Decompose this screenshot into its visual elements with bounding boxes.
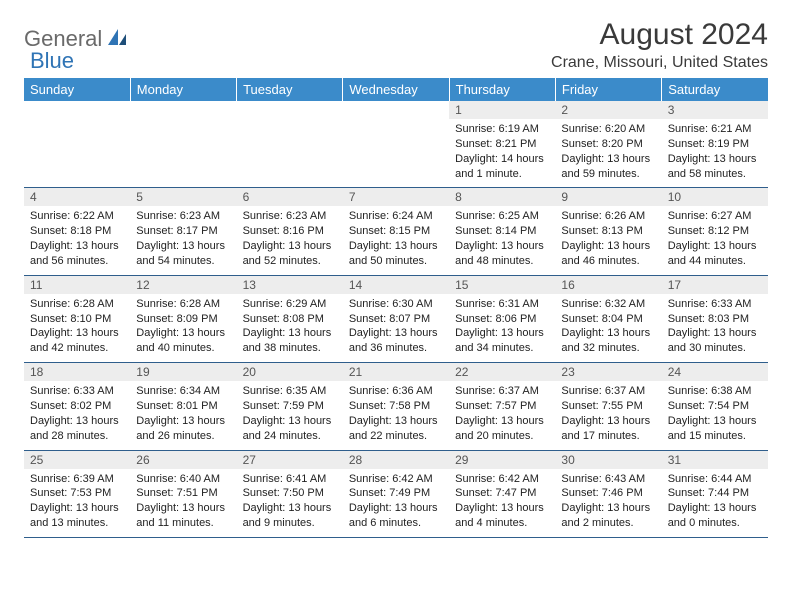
day-cell: Sunrise: 6:19 AMSunset: 8:21 PMDaylight:… [449,119,555,188]
day-number: 16 [555,275,661,294]
day-number: 24 [662,363,768,382]
day-number: 14 [343,275,449,294]
day-cell: Sunrise: 6:37 AMSunset: 7:57 PMDaylight:… [449,381,555,450]
day-number: 18 [24,363,130,382]
day-cell: Sunrise: 6:29 AMSunset: 8:08 PMDaylight:… [237,294,343,363]
calendar-table: SundayMondayTuesdayWednesdayThursdayFrid… [24,78,768,538]
logo-text-blue: Blue [30,48,74,74]
location: Crane, Missouri, United States [551,54,768,72]
day-number: 27 [237,450,343,469]
day-cell: Sunrise: 6:23 AMSunset: 8:17 PMDaylight:… [130,206,236,275]
day-number: 9 [555,188,661,207]
day-cell: Sunrise: 6:32 AMSunset: 8:04 PMDaylight:… [555,294,661,363]
day-cell: Sunrise: 6:38 AMSunset: 7:54 PMDaylight:… [662,381,768,450]
day-content-row: Sunrise: 6:28 AMSunset: 8:10 PMDaylight:… [24,294,768,363]
day-number: 25 [24,450,130,469]
day-number-row: 18192021222324 [24,363,768,382]
day-number: 22 [449,363,555,382]
day-header: Sunday [24,78,130,101]
day-cell: Sunrise: 6:31 AMSunset: 8:06 PMDaylight:… [449,294,555,363]
day-cell: Sunrise: 6:28 AMSunset: 8:10 PMDaylight:… [24,294,130,363]
day-number: 30 [555,450,661,469]
day-cell: Sunrise: 6:35 AMSunset: 7:59 PMDaylight:… [237,381,343,450]
day-number: 20 [237,363,343,382]
day-number: 4 [24,188,130,207]
day-cell: Sunrise: 6:28 AMSunset: 8:09 PMDaylight:… [130,294,236,363]
day-number: 1 [449,101,555,119]
title-block: August 2024 Crane, Missouri, United Stat… [551,18,768,72]
day-content-row: Sunrise: 6:33 AMSunset: 8:02 PMDaylight:… [24,381,768,450]
day-number: 5 [130,188,236,207]
day-header: Saturday [662,78,768,101]
day-cell: Sunrise: 6:43 AMSunset: 7:46 PMDaylight:… [555,469,661,538]
day-cell: Sunrise: 6:42 AMSunset: 7:47 PMDaylight:… [449,469,555,538]
day-header: Monday [130,78,236,101]
day-cell: Sunrise: 6:25 AMSunset: 8:14 PMDaylight:… [449,206,555,275]
day-header: Friday [555,78,661,101]
day-cell: Sunrise: 6:34 AMSunset: 8:01 PMDaylight:… [130,381,236,450]
day-header: Tuesday [237,78,343,101]
day-content-row: Sunrise: 6:19 AMSunset: 8:21 PMDaylight:… [24,119,768,188]
day-header: Thursday [449,78,555,101]
day-cell [24,119,130,188]
day-number: 15 [449,275,555,294]
day-content-row: Sunrise: 6:39 AMSunset: 7:53 PMDaylight:… [24,469,768,538]
day-cell: Sunrise: 6:42 AMSunset: 7:49 PMDaylight:… [343,469,449,538]
day-header-row: SundayMondayTuesdayWednesdayThursdayFrid… [24,78,768,101]
day-number [130,101,236,119]
day-cell [343,119,449,188]
day-cell: Sunrise: 6:23 AMSunset: 8:16 PMDaylight:… [237,206,343,275]
day-cell: Sunrise: 6:40 AMSunset: 7:51 PMDaylight:… [130,469,236,538]
day-number: 12 [130,275,236,294]
day-number-row: 123 [24,101,768,119]
day-number: 2 [555,101,661,119]
day-cell [130,119,236,188]
day-cell: Sunrise: 6:33 AMSunset: 8:03 PMDaylight:… [662,294,768,363]
day-number: 7 [343,188,449,207]
day-number [237,101,343,119]
day-cell [237,119,343,188]
day-number: 28 [343,450,449,469]
day-cell: Sunrise: 6:37 AMSunset: 7:55 PMDaylight:… [555,381,661,450]
day-number: 26 [130,450,236,469]
day-number [343,101,449,119]
day-number: 31 [662,450,768,469]
day-number: 6 [237,188,343,207]
day-cell: Sunrise: 6:30 AMSunset: 8:07 PMDaylight:… [343,294,449,363]
day-cell: Sunrise: 6:33 AMSunset: 8:02 PMDaylight:… [24,381,130,450]
day-number-row: 11121314151617 [24,275,768,294]
day-cell: Sunrise: 6:24 AMSunset: 8:15 PMDaylight:… [343,206,449,275]
day-cell: Sunrise: 6:44 AMSunset: 7:44 PMDaylight:… [662,469,768,538]
day-number [24,101,130,119]
day-number: 10 [662,188,768,207]
day-number: 3 [662,101,768,119]
calendar-body: 123Sunrise: 6:19 AMSunset: 8:21 PMDaylig… [24,101,768,537]
day-number: 13 [237,275,343,294]
logo-blue-wrap: Blue [30,40,74,74]
day-cell: Sunrise: 6:41 AMSunset: 7:50 PMDaylight:… [237,469,343,538]
day-number: 19 [130,363,236,382]
day-cell: Sunrise: 6:22 AMSunset: 8:18 PMDaylight:… [24,206,130,275]
day-cell: Sunrise: 6:26 AMSunset: 8:13 PMDaylight:… [555,206,661,275]
day-cell: Sunrise: 6:27 AMSunset: 8:12 PMDaylight:… [662,206,768,275]
header: General August 2024 Crane, Missouri, Uni… [24,18,768,72]
day-number: 23 [555,363,661,382]
day-number: 29 [449,450,555,469]
day-cell: Sunrise: 6:36 AMSunset: 7:58 PMDaylight:… [343,381,449,450]
day-number: 21 [343,363,449,382]
day-number: 17 [662,275,768,294]
logo-sail-icon [106,27,128,52]
day-cell: Sunrise: 6:20 AMSunset: 8:20 PMDaylight:… [555,119,661,188]
day-number-row: 45678910 [24,188,768,207]
day-cell: Sunrise: 6:21 AMSunset: 8:19 PMDaylight:… [662,119,768,188]
day-content-row: Sunrise: 6:22 AMSunset: 8:18 PMDaylight:… [24,206,768,275]
day-cell: Sunrise: 6:39 AMSunset: 7:53 PMDaylight:… [24,469,130,538]
day-header: Wednesday [343,78,449,101]
day-number: 11 [24,275,130,294]
day-number: 8 [449,188,555,207]
month-title: August 2024 [551,18,768,52]
day-number-row: 25262728293031 [24,450,768,469]
